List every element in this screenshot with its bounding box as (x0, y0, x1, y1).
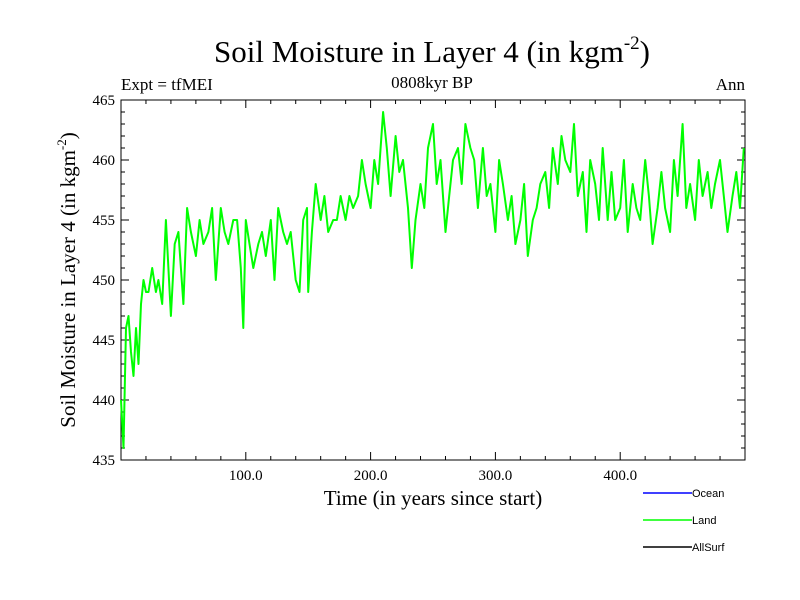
y-tick-label: 440 (93, 393, 116, 409)
y-tick-label: 460 (93, 153, 116, 169)
legend-label-ocean: Ocean (692, 488, 724, 500)
y-tick-label: 465 (93, 93, 116, 109)
x-tick-label: 200.0 (354, 468, 388, 484)
legend-label-land: Land (692, 515, 716, 527)
x-axis: 100.0 200.0 300.0 400.0 (145, 100, 721, 484)
y-tick-label: 435 (93, 453, 116, 469)
experiment-label: Expt = tfMEI (121, 75, 213, 94)
y-tick-label: 450 (93, 273, 116, 289)
subtitle: 0808kyr BP (391, 73, 473, 92)
y-axis: 435 440 445 450 455 460 465 (93, 93, 745, 469)
x-tick-label: 300.0 (479, 468, 513, 484)
y-tick-label: 455 (93, 213, 116, 229)
season-label: Ann (716, 75, 746, 94)
land-series-line (120, 111, 745, 449)
y-axis-title-suffix: ) (56, 132, 80, 139)
chart-title: Soil Moisture in Layer 4 (in kgm-2) (214, 33, 650, 69)
y-axis-title-superscript: -2 (54, 139, 69, 150)
y-axis-title: Soil Moisture in Layer 4 (in kgm-2) (54, 132, 80, 427)
chart-title-suffix: ) (640, 34, 650, 69)
x-tick-label: 100.0 (229, 468, 263, 484)
x-axis-title: Time (in years since start) (324, 486, 543, 510)
x-tick-label: 400.0 (603, 468, 637, 484)
legend-label-allsurf: AllSurf (692, 542, 725, 554)
legend: Ocean Land AllSurf (643, 488, 725, 554)
y-tick-label: 445 (93, 333, 116, 349)
chart-title-superscript: -2 (624, 33, 640, 54)
